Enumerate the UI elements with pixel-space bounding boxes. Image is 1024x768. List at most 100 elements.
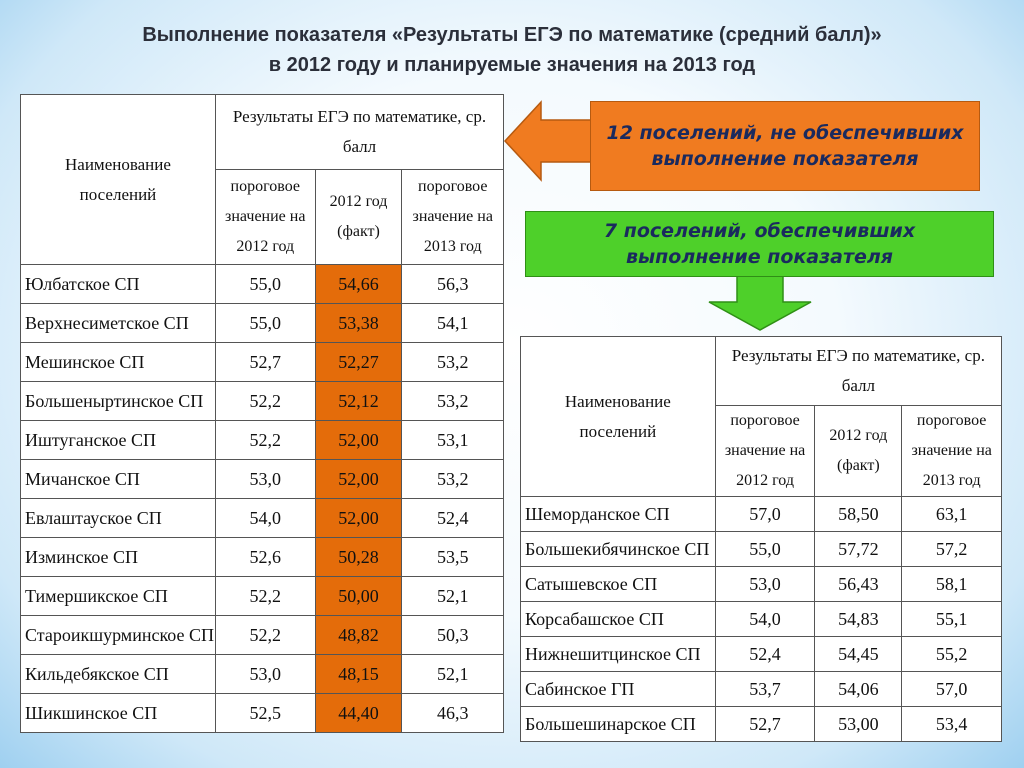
threshold-2013-cell: 54,1: [401, 303, 504, 343]
table-row: Верхнесиметское СП 55,0 53,38 54,1: [20, 303, 504, 343]
table-row: Иштуганское СП 52,2 52,00 53,1: [20, 420, 504, 460]
threshold-2013-cell: 57,2: [901, 531, 1002, 567]
fact-2012-cell: 54,06: [814, 671, 903, 707]
fact-2012-cell: 50,28: [314, 537, 403, 577]
header-group: Результаты ЕГЭ по математике, ср. балл: [214, 94, 505, 170]
header-group-line: Результаты ЕГЭ по математике, ср.: [232, 107, 487, 126]
header-fact-2012: 2012 год (факт): [814, 405, 903, 497]
threshold-2013-cell: 53,5: [401, 537, 504, 577]
settlement-name-cell: Нижнешитцинское СП: [520, 636, 716, 672]
table-row: Нижнешитцинское СП 52,4 54,45 55,2: [520, 636, 1002, 672]
table-row: Шеморданское СП 57,0 58,50 63,1: [520, 496, 1002, 532]
fact-2012-cell: 53,00: [814, 706, 903, 742]
table-row: Шикшинское СП 52,5 44,40 46,3: [20, 693, 504, 733]
table-row: Юлбатское СП 55,0 54,66 56,3: [20, 264, 504, 304]
table-not-achieved: Наименование поселений Результаты ЕГЭ по…: [20, 94, 505, 733]
callout-line: выполнение показателя: [651, 148, 919, 170]
settlement-name-cell: Большешинарское СП: [520, 706, 716, 742]
subheader-row: пороговое значение на 2012 год 2012 год …: [521, 405, 1002, 497]
fact-2012-cell: 53,38: [314, 303, 403, 343]
threshold-2012-cell: 52,7: [714, 706, 816, 742]
fact-2012-cell: 52,27: [314, 342, 403, 382]
settlement-name-cell: Кильдебякское СП: [20, 654, 216, 694]
fact-2012-cell: 57,72: [814, 531, 903, 567]
header-line: (факт): [837, 457, 880, 474]
fact-2012-cell: 44,40: [314, 693, 403, 733]
threshold-2013-cell: 50,3: [401, 615, 504, 655]
threshold-2012-cell: 52,5: [214, 693, 316, 733]
arrow-down-icon: [708, 275, 812, 331]
settlement-name-cell: Евлаштауское СП: [20, 498, 216, 538]
header-line: значение на: [225, 208, 306, 225]
fact-2012-cell: 54,45: [814, 636, 903, 672]
threshold-2013-cell: 52,1: [401, 654, 504, 694]
header-threshold-2013: пороговое значение на 2013 год: [901, 405, 1002, 497]
header-name-line: поселений: [79, 184, 157, 204]
fact-2012-cell: 56,43: [814, 566, 903, 602]
header-line: значение на: [412, 208, 493, 225]
table-row: Евлаштауское СП 54,0 52,00 52,4: [20, 498, 504, 538]
threshold-2013-cell: 58,1: [901, 566, 1002, 602]
title-line-2: в 2012 году и планируемые значения на 20…: [268, 54, 756, 76]
settlement-name-cell: Иштуганское СП: [20, 420, 216, 460]
header-line: пороговое: [730, 412, 800, 429]
threshold-2012-cell: 52,6: [214, 537, 316, 577]
header-threshold-2013: пороговое значение на 2013 год: [401, 169, 504, 265]
settlement-name-cell: Корсабашское СП: [520, 601, 716, 637]
threshold-2013-cell: 52,1: [401, 576, 504, 616]
header-threshold-2012: пороговое значение на 2012 год: [714, 405, 816, 497]
table-row: Корсабашское СП 54,0 54,83 55,1: [520, 601, 1002, 637]
header-row: Наименование поселений Результаты ЕГЭ по…: [20, 94, 505, 265]
header-name: Наименование поселений: [520, 336, 716, 497]
settlement-name-cell: Большенырт­инское СП: [20, 381, 216, 421]
callout-achieved: 7 поселений, обеспечивших выполнение пок…: [525, 211, 994, 277]
threshold-2013-cell: 57,0: [901, 671, 1002, 707]
header-line: пороговое: [916, 412, 987, 429]
header-line: 2012 год: [236, 238, 295, 255]
threshold-2012-cell: 53,0: [714, 566, 816, 602]
fact-2012-cell: 58,50: [814, 496, 903, 532]
fact-2012-cell: 54,66: [314, 264, 403, 304]
settlement-name-cell: Сатышевское СП: [520, 566, 716, 602]
header-line: 2013 год: [423, 238, 482, 255]
fact-2012-cell: 52,00: [314, 420, 403, 460]
callout-line: выполнение показателя: [625, 246, 893, 268]
header-row: Наименование поселений Результаты ЕГЭ по…: [520, 336, 1003, 497]
settlement-name-cell: Мичанское СП: [20, 459, 216, 499]
header-line: 2012 год: [736, 472, 794, 489]
header-name-line: Наименование: [65, 154, 171, 174]
settlement-name-cell: Сабинское ГП: [520, 671, 716, 707]
header-line: значение на: [724, 442, 806, 459]
table-row: Мичанское СП 53,0 52,00 53,2: [20, 459, 504, 499]
threshold-2013-cell: 63,1: [901, 496, 1002, 532]
header-line: 2012 год: [829, 427, 888, 444]
threshold-2012-cell: 53,0: [214, 459, 316, 499]
page-title: Выполнение показателя «Результаты ЕГЭ по…: [0, 20, 1024, 80]
threshold-2013-cell: 53,2: [401, 459, 504, 499]
settlement-name-cell: Староикшурминское СП: [20, 615, 216, 655]
fact-2012-cell: 54,83: [814, 601, 903, 637]
header-line: пороговое: [418, 178, 488, 195]
callout-line: 7 поселений, обеспечивших: [603, 220, 916, 242]
threshold-2012-cell: 52,2: [214, 576, 316, 616]
table-row: Изминское СП 52,6 50,28 53,5: [20, 537, 504, 577]
threshold-2013-cell: 53,2: [401, 381, 504, 421]
header-line: 2012 год: [329, 193, 388, 210]
table-row: Кильдебякское СП 53,0 48,15 52,1: [20, 654, 504, 694]
table-row: Мешинское СП 52,7 52,27 53,2: [20, 342, 504, 382]
subheader-row: пороговое значение на 2012 год 2012 год …: [21, 169, 504, 265]
threshold-2012-cell: 55,0: [214, 303, 316, 343]
header-threshold-2012: пороговое значение на 2012 год: [214, 169, 316, 265]
settlement-name-cell: Изминское СП: [20, 537, 216, 577]
table-row: Большенырт­инское СП 52,2 52,12 53,2: [20, 381, 504, 421]
header-name-line: Наименование: [564, 391, 671, 411]
fact-2012-cell: 50,00: [314, 576, 403, 616]
table-row: Сатышевское СП 53,0 56,43 58,1: [520, 566, 1002, 602]
header-line: 2013 год: [922, 472, 981, 489]
callout-not-achieved: 12 поселений, не обеспечивших выполнение…: [590, 101, 980, 191]
threshold-2012-cell: 52,4: [714, 636, 816, 672]
header-group: Результаты ЕГЭ по математике, ср. балл: [714, 336, 1003, 406]
threshold-2013-cell: 55,1: [901, 601, 1002, 637]
header-group-line: Результаты ЕГЭ по математике, ср.: [731, 346, 985, 365]
threshold-2012-cell: 52,7: [214, 342, 316, 382]
